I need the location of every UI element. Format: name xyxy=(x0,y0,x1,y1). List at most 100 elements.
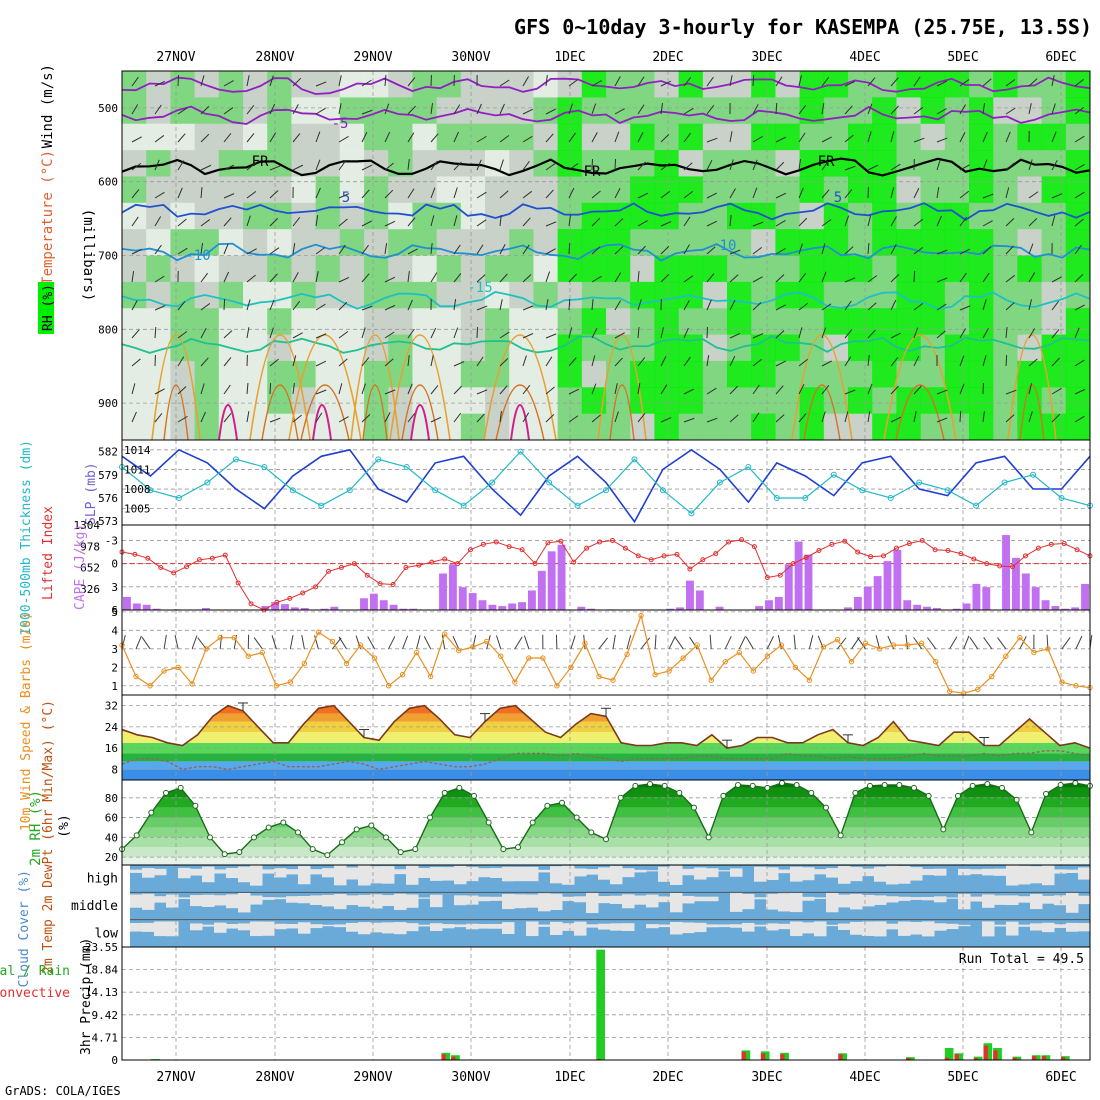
wind-barb xyxy=(315,360,327,367)
rh-cell xyxy=(944,255,970,283)
wind-barb xyxy=(269,299,275,311)
cape-bar xyxy=(893,550,902,610)
thickness-point xyxy=(944,487,951,494)
wind-speed-point xyxy=(848,659,855,665)
cloud-clear-cell xyxy=(382,922,395,934)
y-tick-label: 60 xyxy=(105,812,118,825)
wind-barb xyxy=(1028,191,1039,199)
wind-barb xyxy=(1051,103,1056,115)
rh-point xyxy=(1057,781,1064,788)
rh-cell xyxy=(775,281,801,309)
temperature-band xyxy=(122,753,1090,762)
lifted-index-point xyxy=(222,552,228,558)
wind-speed-point xyxy=(245,653,251,659)
rh-point xyxy=(852,789,859,796)
legend-rh: RH (%) xyxy=(41,284,56,331)
rh-cell xyxy=(872,360,897,388)
wind-barb xyxy=(591,383,597,395)
wind-barb xyxy=(821,103,825,115)
wind-barb xyxy=(729,75,733,87)
rh-cell xyxy=(267,123,292,151)
cloud-clear-cell xyxy=(406,923,419,932)
cloud-clear-cell xyxy=(922,921,935,937)
rh-cell xyxy=(848,281,873,309)
wind-barb xyxy=(338,276,350,283)
rh-cell xyxy=(243,97,268,125)
wind-barb xyxy=(269,165,281,171)
wind-barb xyxy=(269,247,280,255)
rh-cell xyxy=(678,334,704,362)
wind-barb xyxy=(660,245,670,255)
wind-barb xyxy=(177,247,188,255)
rh-cell xyxy=(315,255,341,283)
wind-barb xyxy=(315,389,327,395)
wind-barb xyxy=(476,191,487,199)
rh-point xyxy=(999,784,1005,791)
rh-point xyxy=(280,819,287,826)
wind-barb xyxy=(821,271,827,283)
rh-point xyxy=(911,784,917,791)
wind-barb-10m xyxy=(289,634,294,649)
rh-cell xyxy=(654,281,680,309)
cloud-clear-cell xyxy=(502,894,515,910)
wind-barb xyxy=(407,299,413,311)
wind-barb xyxy=(913,247,924,255)
wind-barb xyxy=(890,299,897,311)
wind-barb xyxy=(545,299,549,311)
rh-cell xyxy=(606,176,631,204)
rh-cell xyxy=(727,281,752,309)
wind-barb xyxy=(775,360,787,367)
wind-barb xyxy=(637,383,641,395)
wind-barb xyxy=(1051,413,1061,423)
wind-barb xyxy=(568,357,577,367)
rh-cell xyxy=(702,176,728,204)
rh-cell xyxy=(630,202,655,230)
wind-barb xyxy=(683,327,689,339)
rh-point xyxy=(647,780,653,787)
cloud-clear-cell xyxy=(922,868,935,876)
wind-barb xyxy=(223,107,234,115)
lifted-index-point xyxy=(209,555,215,561)
rh-point xyxy=(441,789,448,796)
precip-convective-bar xyxy=(1012,1057,1017,1060)
wind-barb xyxy=(982,246,992,255)
wind-barb xyxy=(223,330,233,339)
y-tick-label: 80 xyxy=(105,792,118,805)
rh-cell xyxy=(122,150,147,177)
wind-barb xyxy=(936,159,941,171)
wind-barb-10m xyxy=(640,637,651,650)
wind-speed-point xyxy=(694,642,700,648)
rh-cell xyxy=(460,176,486,204)
precip-convective-bar xyxy=(451,1056,456,1060)
rh-cell xyxy=(267,71,292,98)
thickness-line xyxy=(121,450,1091,515)
wind-speed-point xyxy=(231,635,237,641)
wind-barb xyxy=(683,244,690,255)
wind-barb xyxy=(660,162,671,171)
lifted-index-point xyxy=(829,541,835,547)
rh-cell xyxy=(581,413,607,441)
date-label-bottom: 4DEC xyxy=(849,1070,880,1085)
rh-cell xyxy=(388,97,413,125)
cloud-clear-cell xyxy=(382,895,395,907)
wind-speed-point xyxy=(301,660,308,667)
rh-cell xyxy=(267,387,292,415)
isotherm-label: FR xyxy=(252,154,269,170)
slp-line xyxy=(121,448,1091,524)
wind-barb xyxy=(568,163,579,171)
cape-bar xyxy=(804,554,813,610)
rh-point xyxy=(603,836,609,843)
wind-barb xyxy=(1005,414,1015,423)
wind-barb xyxy=(775,161,785,171)
cloud-clear-cell xyxy=(154,896,167,903)
cloud-clear-cell xyxy=(838,866,851,884)
rh-cell xyxy=(920,123,946,151)
rh-cell xyxy=(848,202,873,230)
wind-barb xyxy=(200,164,212,171)
rh-cell xyxy=(1017,71,1043,98)
lifted-index-point xyxy=(932,547,938,553)
wind-barb-10m xyxy=(598,637,609,650)
rh-point xyxy=(515,844,521,851)
wind-barb xyxy=(775,220,786,227)
wind-barb xyxy=(821,303,832,311)
